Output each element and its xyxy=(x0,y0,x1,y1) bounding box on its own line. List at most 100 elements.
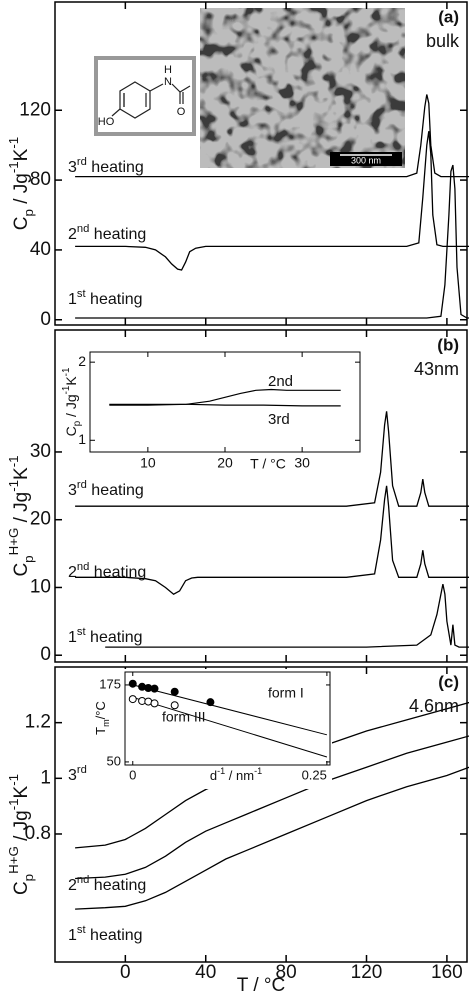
data-line xyxy=(132,696,328,758)
x-tick-label: 160 xyxy=(431,962,463,983)
data-point xyxy=(206,698,215,707)
text-run: -1 xyxy=(217,766,225,776)
data-line xyxy=(75,766,469,910)
molecule-box xyxy=(94,56,196,136)
text-run: -1 xyxy=(6,455,21,467)
data-point xyxy=(150,684,159,693)
text-run: H+G xyxy=(6,528,21,556)
data-point xyxy=(128,679,137,688)
y-axis-title: CpH+G / Jg-1K-1 xyxy=(6,455,36,576)
y-tick-label: 2 xyxy=(78,353,86,369)
x-tick-label: 0 xyxy=(129,767,136,782)
text-run: nd xyxy=(77,223,89,235)
text-run: d xyxy=(210,768,217,783)
series-label: 3rd xyxy=(268,411,290,428)
y-tick-label: 0.8 xyxy=(25,823,51,844)
text-run: p xyxy=(72,420,83,426)
text-run: T xyxy=(93,727,108,735)
data-point xyxy=(150,699,159,708)
text-run: / nm xyxy=(225,768,254,783)
molecule xyxy=(111,81,191,119)
data-line xyxy=(75,411,469,507)
data-line xyxy=(75,131,469,271)
scale-bar-label: 300 nm xyxy=(351,155,381,165)
x-tick-label: 120 xyxy=(351,962,383,983)
atom-label: HO xyxy=(98,116,115,128)
text-run: p xyxy=(21,209,36,216)
text-run: 2 xyxy=(68,564,77,581)
text-run: -1 xyxy=(6,480,21,492)
text-run: 1 xyxy=(68,629,77,646)
text-run: nd xyxy=(77,874,89,886)
data-point xyxy=(170,687,179,696)
text-run: 3 xyxy=(68,482,77,499)
y-axis-title: CpH+G / Jg-1K-1 xyxy=(6,774,36,895)
data-line xyxy=(75,485,469,595)
text-run: st xyxy=(77,924,87,936)
x-axis-title: T / °C xyxy=(250,456,286,472)
data-line xyxy=(109,388,341,406)
text-run: heating xyxy=(86,291,143,308)
text-run: K xyxy=(63,376,79,386)
text-run: C xyxy=(63,426,79,436)
x-tick-label: 20 xyxy=(217,455,233,471)
text-run: / Jg xyxy=(63,394,79,420)
bond xyxy=(179,85,191,93)
plot-frame xyxy=(54,666,468,963)
inset-background xyxy=(92,669,332,789)
text-run: rd xyxy=(77,764,87,776)
text-run: heating xyxy=(89,226,146,243)
atom-label: O xyxy=(177,106,186,118)
y-tick-label: 10 xyxy=(30,576,51,597)
data-line xyxy=(132,684,328,736)
bond xyxy=(171,83,181,93)
series-label: form III xyxy=(162,709,206,725)
bond xyxy=(111,108,121,117)
text-run: C xyxy=(11,563,32,577)
y-tick-label: 50 xyxy=(107,753,121,768)
y-axis-title: Cp / Jg-1K-1 xyxy=(61,368,83,437)
text-run: K xyxy=(11,148,32,161)
plot-frame xyxy=(54,1,468,326)
y-tick-label: 1 xyxy=(40,767,51,788)
text-run: heating xyxy=(86,927,143,944)
y-tick-label: 30 xyxy=(30,441,51,462)
text-run: -1 xyxy=(6,161,21,173)
text-run: st xyxy=(77,626,87,638)
x-tick-label: 40 xyxy=(195,962,216,983)
data-point xyxy=(128,695,137,704)
x-tick-label: 30 xyxy=(294,455,310,471)
text-run: heating xyxy=(87,482,144,499)
series-label: 2nd heating xyxy=(68,874,146,894)
text-run: H+G xyxy=(6,846,21,874)
sample-label: bulk xyxy=(426,31,460,51)
text-run: heating xyxy=(87,159,144,176)
y-tick-label: 20 xyxy=(30,509,51,530)
y-axis-title: Cp / Jg-1K-1 xyxy=(6,137,36,230)
data-line xyxy=(109,403,341,407)
y-tick-label: 40 xyxy=(30,239,51,260)
y-axis-title: Tm/°C xyxy=(93,701,111,735)
text-run: heating xyxy=(89,877,146,894)
text-run: 1 xyxy=(68,927,77,944)
text-run: 2 xyxy=(68,877,77,894)
text-run: / Jg xyxy=(11,810,32,846)
text-run: / Jg xyxy=(11,492,32,528)
y-tick-label: 80 xyxy=(30,169,51,190)
series-label: 1st heating xyxy=(68,626,143,646)
data-line xyxy=(75,94,469,178)
text-run: -1 xyxy=(254,766,262,776)
y-tick-label: 120 xyxy=(19,99,51,120)
x-tick-label: 10 xyxy=(140,455,156,471)
atom-label: H xyxy=(164,64,172,76)
text-run: -1 xyxy=(61,386,72,395)
text-run: -1 xyxy=(61,368,72,377)
panel-label: (a) xyxy=(438,7,459,26)
text-run: / Jg xyxy=(11,173,32,209)
plot-frame xyxy=(89,351,361,453)
x-tick-label: 0.25 xyxy=(302,767,327,782)
text-run: -1 xyxy=(6,137,21,149)
text-run: rd xyxy=(77,479,87,491)
bond xyxy=(149,83,164,92)
